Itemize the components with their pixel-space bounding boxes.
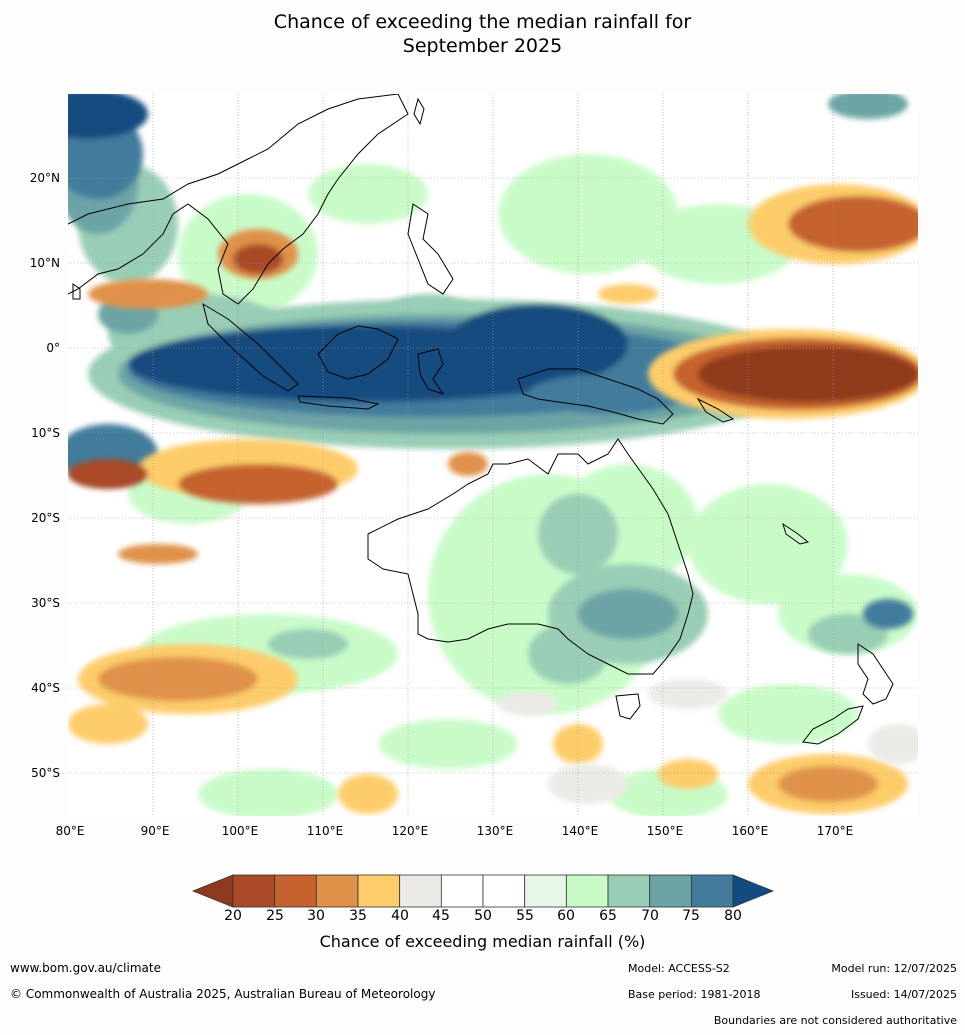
colorbar-segment — [690, 874, 734, 908]
website-link[interactable]: www.bom.gov.au/climate — [10, 961, 161, 975]
colorbar-segment — [607, 874, 651, 908]
issued-date: Issued: 14/07/2025 — [850, 988, 957, 1001]
colorbar-tick: 40 — [391, 908, 409, 924]
colorbar-tick: 60 — [557, 908, 575, 924]
new-guinea-coast — [517, 368, 674, 425]
colorbar-title: Chance of exceeding median rainfall (%) — [319, 932, 646, 951]
tasmania-coast — [615, 693, 641, 720]
lon-label-90e: 90°E — [140, 824, 170, 838]
colorbar-segment — [357, 874, 401, 908]
model-name: Model: ACCESS-S2 — [628, 962, 730, 975]
colorbar-segment — [232, 874, 276, 908]
lon-label-100e: 100°E — [221, 824, 259, 838]
nz-north-coast — [857, 643, 894, 705]
colorbar-segment — [274, 874, 317, 908]
new-caledonia-coast — [782, 522, 810, 545]
gridlines — [68, 94, 918, 816]
lon-label-130e: 130°E — [476, 824, 514, 838]
taiwan-coast — [413, 97, 425, 126]
lon-label-120e: 120°E — [391, 824, 429, 838]
lon-label-110e: 110°E — [306, 824, 344, 838]
philippines-coast — [407, 203, 454, 295]
colorbar-tick: 65 — [599, 908, 617, 924]
colorbar-segment — [524, 874, 567, 908]
model-run-date: Model run: 12/07/2025 — [831, 962, 957, 975]
colorbar-tick: 75 — [682, 908, 700, 924]
base-period: Base period: 1981-2018 — [628, 988, 761, 1001]
asia-coast — [68, 94, 409, 305]
colorbar-tick: 50 — [474, 908, 492, 924]
colorbar-segment — [315, 874, 359, 908]
title-line-2: September 2025 — [402, 35, 563, 57]
wet-band — [68, 94, 913, 629]
colorbar-segment — [649, 874, 692, 908]
borneo-coast — [317, 325, 399, 380]
colorbar-tick: 55 — [516, 908, 534, 924]
lon-label-160e: 160°E — [731, 824, 769, 838]
rainfall-map — [68, 94, 918, 816]
colorbar-arrow-low — [192, 874, 234, 908]
colorbar-segment — [565, 874, 609, 908]
lat-label-20n: 20°N — [29, 171, 60, 185]
solomon-coast — [696, 397, 735, 423]
sulawesi-coast — [417, 348, 445, 395]
colorbar-tick: 35 — [349, 908, 367, 924]
copyright-text: © Commonwealth of Australia 2025, Austra… — [10, 987, 436, 1001]
lat-label-10n: 10°N — [29, 256, 60, 270]
sri-lanka-coast — [72, 283, 81, 300]
sumatra-coast — [202, 302, 299, 392]
colorbar-tick: 80 — [724, 908, 742, 924]
coastlines — [68, 94, 894, 745]
lat-label-40s: 40°S — [31, 681, 60, 695]
colorbar-tick: 70 — [641, 908, 659, 924]
lat-label-20s: 20°S — [31, 511, 60, 525]
title-line-1: Chance of exceeding the median rainfall … — [273, 11, 692, 33]
java-coast — [297, 395, 380, 410]
boundaries-disclaimer: Boundaries are not considered authoritat… — [713, 1014, 957, 1027]
lon-label-150e: 150°E — [646, 824, 684, 838]
colorbar-tick: 20 — [224, 908, 242, 924]
australia-coast — [367, 438, 694, 675]
colorbar-tick: 45 — [432, 908, 450, 924]
nz-south-coast — [802, 705, 864, 745]
lon-label-80e: 80°E — [55, 824, 85, 838]
grey-patches — [498, 679, 918, 804]
colorbar-segment — [482, 874, 526, 908]
lat-label-0: 0° — [46, 341, 60, 355]
colorbar-segment — [399, 874, 442, 908]
colorbar-tick: 25 — [266, 908, 284, 924]
colorbar-tick: 30 — [307, 908, 325, 924]
lat-label-10s: 10°S — [31, 426, 60, 440]
lat-label-30s: 30°S — [31, 596, 60, 610]
lon-label-170e: 170°E — [816, 824, 854, 838]
lon-label-140e: 140°E — [561, 824, 599, 838]
lat-label-50s: 50°S — [31, 766, 60, 780]
colorbar-segment — [440, 874, 484, 908]
colorbar — [192, 874, 774, 908]
map-svg — [68, 94, 918, 816]
map-title: Chance of exceeding the median rainfall … — [0, 10, 965, 58]
colorbar-arrow-high — [732, 874, 774, 908]
